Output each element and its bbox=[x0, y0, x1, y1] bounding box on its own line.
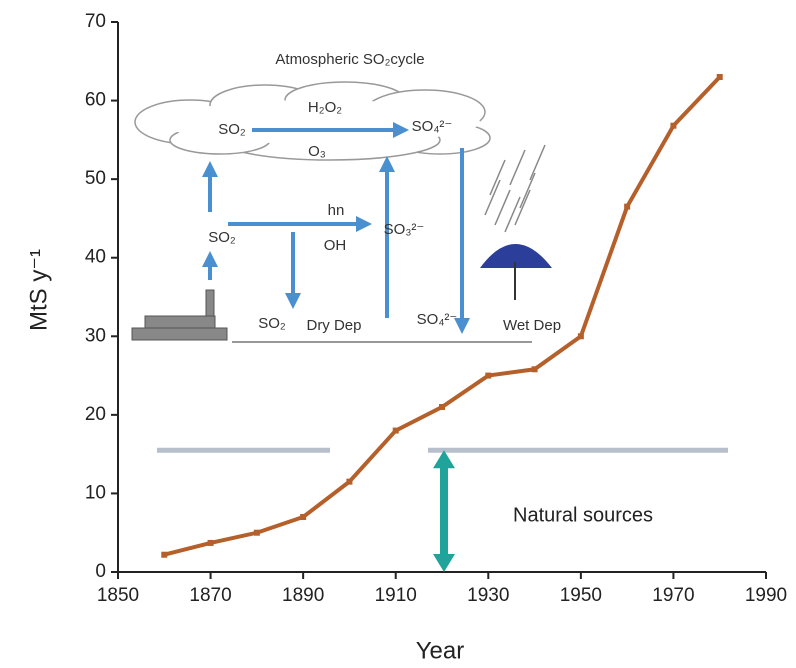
diagram-label: hn bbox=[328, 202, 345, 219]
point bbox=[392, 427, 399, 434]
rain bbox=[484, 144, 546, 233]
diagram-label: SO₄²⁻ bbox=[417, 311, 458, 328]
point bbox=[531, 366, 538, 373]
diagram-label: OH bbox=[324, 237, 347, 254]
x-tick-label: 1910 bbox=[375, 585, 417, 606]
x-tick-label: 1850 bbox=[97, 585, 139, 606]
diagram: Atmospheric SO₂cycle bbox=[131, 51, 552, 343]
diagram-label: Wet Dep bbox=[503, 317, 561, 334]
y-tick-label: 50 bbox=[85, 168, 106, 189]
point bbox=[300, 514, 307, 520]
x-axis-label: Year bbox=[416, 637, 465, 664]
factory bbox=[131, 289, 228, 341]
diagram-label: SO₃²⁻ bbox=[384, 221, 425, 238]
diagram-label: SO₂ bbox=[218, 121, 246, 138]
point bbox=[624, 203, 631, 210]
x-tick-label: 1970 bbox=[652, 585, 694, 606]
y-tick-label: 0 bbox=[95, 561, 106, 582]
point bbox=[346, 478, 353, 485]
diagram-label: O₃ bbox=[308, 143, 326, 160]
diagram-title: Atmospheric SO₂cycle bbox=[275, 51, 424, 68]
y-tick-label: 60 bbox=[85, 90, 106, 111]
x-tick-label: 1930 bbox=[467, 585, 509, 606]
diagram-label: SO₂ bbox=[258, 315, 286, 332]
point bbox=[253, 529, 260, 536]
diagram-label: SO₄²⁻ bbox=[412, 118, 453, 135]
point bbox=[716, 74, 723, 80]
point bbox=[485, 372, 492, 379]
x-tick-label: 1990 bbox=[745, 585, 787, 606]
diagram-label: SO₂ bbox=[208, 229, 236, 246]
x-tick-label: 1870 bbox=[189, 585, 231, 606]
point bbox=[670, 122, 677, 129]
point bbox=[161, 551, 168, 558]
y-tick-label: 40 bbox=[85, 247, 106, 268]
natural-label: Natural sources bbox=[513, 504, 653, 526]
natural-arrow bbox=[433, 450, 455, 572]
y-tick-label: 10 bbox=[85, 482, 106, 503]
point bbox=[439, 404, 445, 410]
x-tick-label: 1950 bbox=[560, 585, 602, 606]
x-tick-label: 1890 bbox=[282, 585, 324, 606]
point bbox=[207, 539, 214, 546]
umbrella bbox=[480, 244, 552, 268]
y-axis-label: MtS y⁻¹ bbox=[25, 249, 52, 331]
diagram-label: Dry Dep bbox=[306, 317, 361, 334]
diagram-label: H₂O₂ bbox=[308, 99, 342, 116]
y-tick-label: 20 bbox=[85, 404, 106, 425]
y-tick-label: 30 bbox=[85, 325, 106, 346]
point bbox=[577, 333, 584, 340]
y-tick-label: 70 bbox=[85, 11, 106, 32]
